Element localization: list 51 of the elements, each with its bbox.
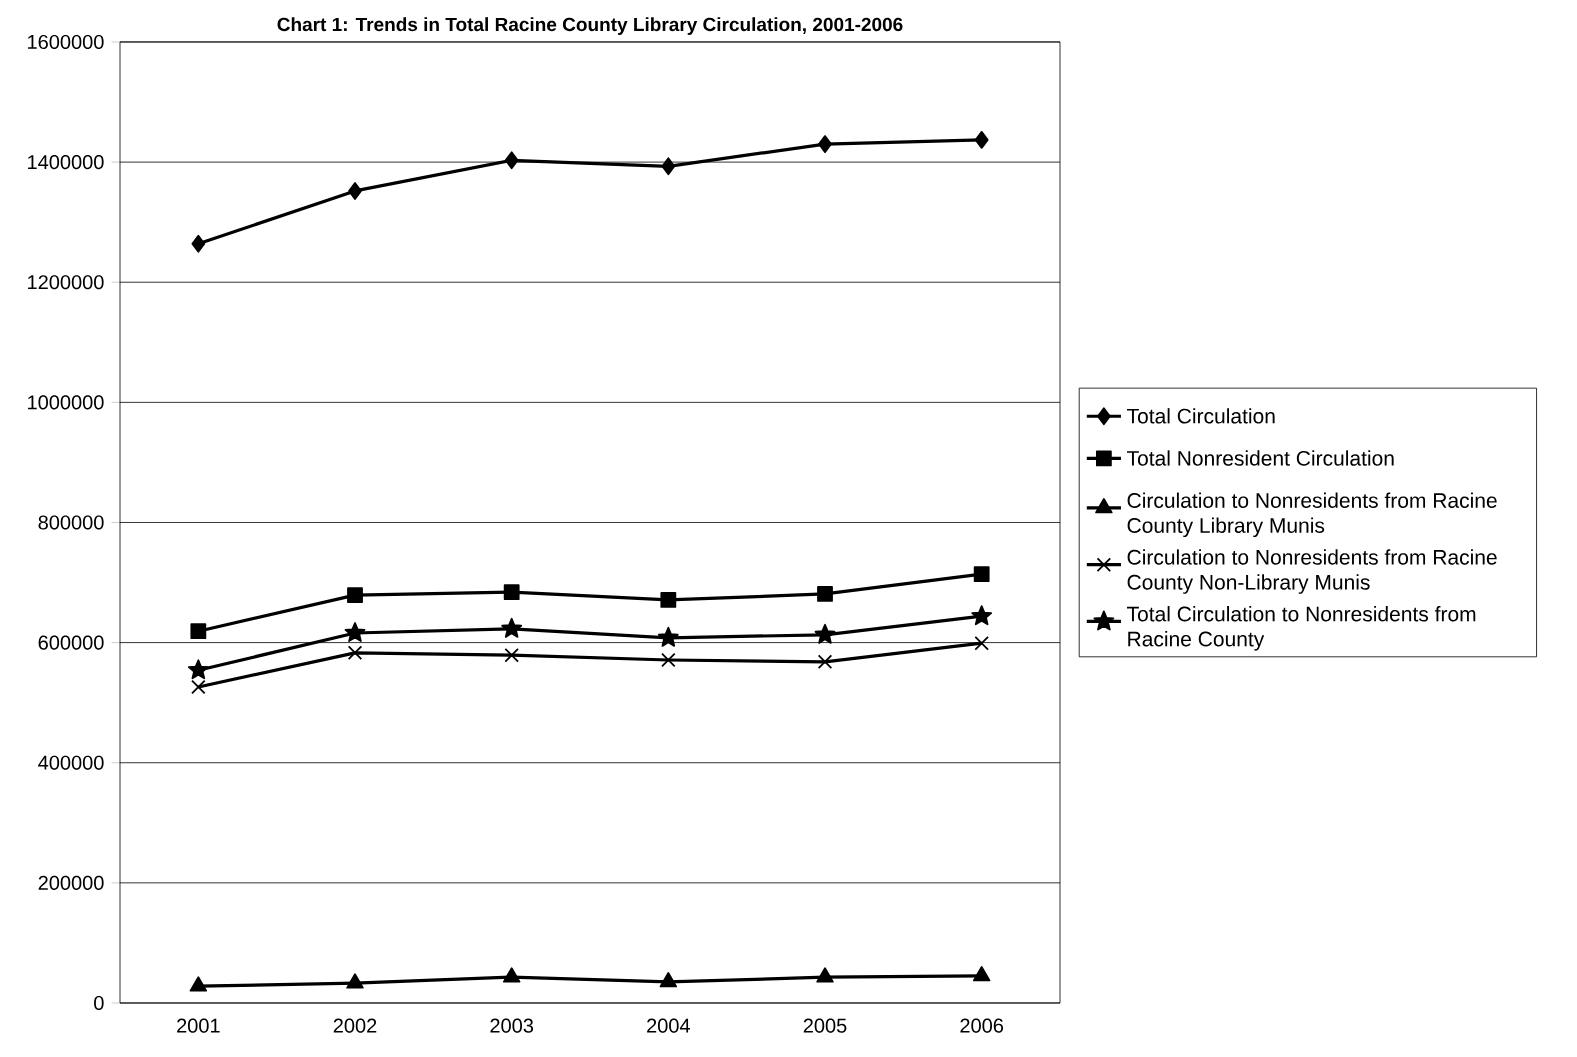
x-tick-label: 2005 [803, 1018, 847, 1033]
point [973, 566, 990, 583]
x-tick-label: 2004 [647, 1018, 690, 1033]
point [191, 679, 206, 695]
legend-label: Circulation to Nonresidents from Racine County Non-Library Munis [1127, 549, 1497, 594]
point [502, 967, 521, 983]
point [344, 622, 366, 642]
point [347, 587, 363, 604]
y-tick-label: 600000 [38, 635, 104, 650]
x-tick-label: 2003 [490, 1018, 534, 1033]
point [817, 586, 833, 602]
point [503, 584, 520, 601]
chart-title: Chart 1: Trends in Total Racine County Library Circulation, 2001-2006 [277, 17, 903, 35]
point [191, 234, 206, 253]
legend-label: Total Circulation [1127, 408, 1275, 424]
y-tick-label: 1200000 [28, 275, 104, 290]
point [974, 635, 989, 651]
point [501, 617, 523, 638]
y-tick-label: 0 [94, 995, 104, 1011]
point [818, 135, 832, 153]
point [347, 645, 363, 661]
y-tick-label: 1600000 [28, 34, 104, 50]
point [190, 623, 207, 640]
point [504, 647, 519, 663]
x-tick-label: 2006 [960, 1018, 1004, 1033]
point [661, 157, 676, 176]
point [348, 182, 362, 200]
y-tick-label: 400000 [38, 755, 104, 770]
point [974, 130, 989, 149]
point [657, 626, 679, 647]
point [971, 605, 993, 626]
point [187, 659, 209, 680]
y-tick-label: 200000 [38, 875, 104, 890]
point [659, 972, 678, 988]
y-tick-label: 800000 [38, 515, 104, 530]
point [504, 151, 519, 170]
point [817, 654, 833, 670]
legend-label: Circulation to Nonresidents from Racine County Library Munis [1127, 492, 1497, 538]
x-tick-label: 2001 [177, 1018, 220, 1033]
point [661, 652, 676, 668]
legend-label: Total Nonresident Circulation [1127, 450, 1394, 466]
point [660, 592, 677, 608]
y-tick-label: 1400000 [28, 155, 104, 170]
point [972, 966, 991, 982]
legend-label: Total Circulation to Nonresidents from Racine County [1127, 606, 1476, 651]
x-tick-label: 2002 [333, 1018, 377, 1033]
point [346, 973, 364, 989]
point [189, 976, 208, 992]
y-tick-label: 1000000 [28, 395, 104, 410]
point [814, 623, 836, 644]
point [816, 967, 834, 983]
